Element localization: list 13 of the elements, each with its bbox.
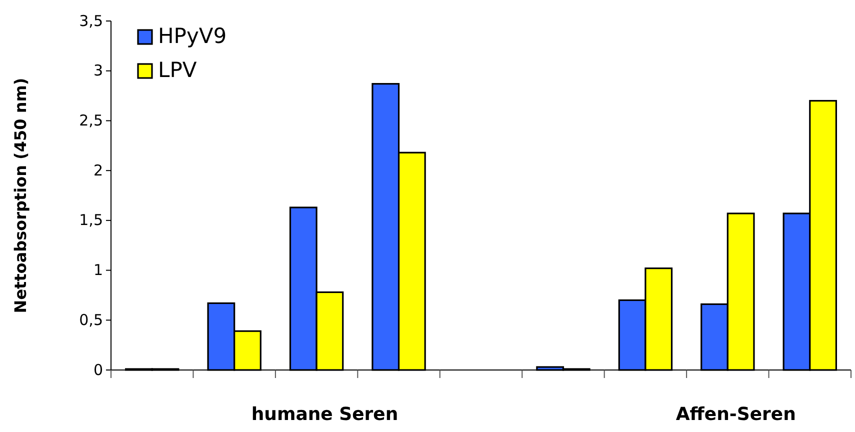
y-tick-label: 3 [93, 62, 103, 80]
y-tick-label: 1 [93, 261, 103, 280]
y-tick-label: 0,5 [79, 310, 103, 329]
legend-label: LPV [158, 58, 198, 82]
legend-label: HPyV9 [158, 24, 227, 48]
y-axis-title: Nettoabsorption (450 nm) [11, 78, 30, 314]
y-tick-label: 2,5 [79, 112, 103, 130]
y-tick-label: 3,5 [79, 12, 103, 30]
text: Affen-Seren [676, 404, 796, 425]
y-tick-label: 1,5 [79, 211, 103, 230]
y-tick-label: 2 [93, 161, 103, 180]
text: humane Seren [251, 404, 398, 425]
y-tick-label: 0 [93, 360, 103, 379]
